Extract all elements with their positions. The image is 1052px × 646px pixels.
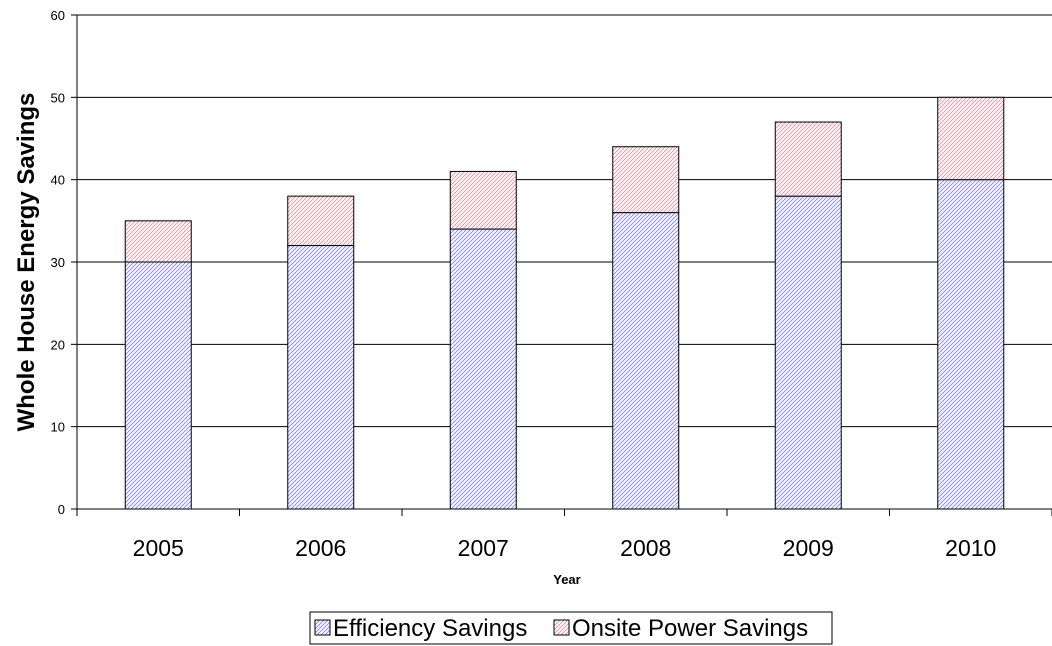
bar-onsite-2005	[124, 220, 192, 263]
x-tick-labels: 2005 2006 2007 2008 2009 2010	[133, 535, 997, 561]
bar-efficiency-2007	[449, 228, 517, 510]
bar-efficiency-2009	[774, 195, 842, 510]
y-tick-label: 30	[51, 255, 65, 270]
legend: Efficiency Savings Onsite Power Savings	[309, 611, 833, 645]
bar-onsite-2009	[774, 121, 842, 197]
legend-box	[309, 611, 833, 645]
bars	[124, 96, 1005, 510]
legend-label-onsite: Onsite Power Savings	[572, 615, 808, 642]
legend-label-efficiency: Efficiency Savings	[333, 615, 527, 642]
gridlines	[77, 14, 1052, 428]
y-tick-label: 20	[51, 337, 65, 352]
x-tick-label: 2010	[945, 535, 996, 561]
y-axis-title: Whole House Energy Savings	[13, 93, 40, 432]
bar-efficiency-2010	[937, 179, 1005, 510]
bar-efficiency-2006	[287, 245, 355, 510]
bar-onsite-2006	[287, 195, 355, 247]
x-tick-label: 2007	[458, 535, 509, 561]
x-axis-title: Year	[553, 572, 580, 587]
y-tick-label: 10	[51, 420, 65, 435]
x-tick-label: 2006	[295, 535, 346, 561]
y-tick-label: 0	[58, 502, 65, 517]
x-tick-label: 2005	[133, 535, 184, 561]
x-tick-label: 2008	[620, 535, 671, 561]
bar-onsite-2007	[449, 170, 517, 230]
y-tick-label: 50	[51, 90, 65, 105]
x-tick-label: 2009	[783, 535, 834, 561]
bar-efficiency-2008	[612, 212, 680, 510]
legend-swatch-onsite	[553, 619, 570, 636]
bar-onsite-2008	[612, 146, 680, 214]
bar-onsite-2010	[937, 96, 1005, 181]
y-tick-label: 60	[51, 8, 65, 23]
axes	[71, 14, 1052, 516]
bar-efficiency-2005	[124, 261, 192, 510]
y-tick-labels: 0 10 20 30 40 50 60	[51, 8, 65, 517]
y-tick-label: 40	[51, 173, 65, 188]
legend-swatch-efficiency	[314, 619, 331, 636]
